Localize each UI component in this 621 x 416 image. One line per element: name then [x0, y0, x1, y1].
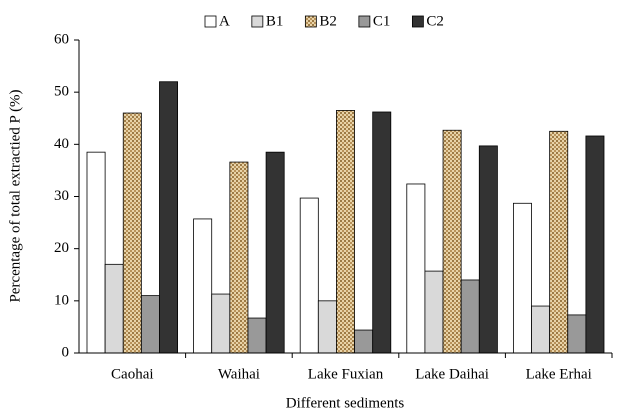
y-tick-label: 0: [62, 344, 70, 360]
bar: [336, 110, 355, 354]
bar: [247, 317, 267, 354]
legend-swatch: [358, 15, 371, 28]
bar: [372, 111, 392, 354]
y-tick-label: 20: [54, 240, 69, 256]
legend-swatch: [204, 15, 217, 28]
legend-label: C1: [373, 13, 391, 29]
legend-label: C2: [426, 13, 444, 29]
bar: [140, 295, 160, 354]
legend-label: A: [219, 13, 230, 29]
y-axis-title: Percentage of total extractied P (%): [7, 89, 23, 302]
bar: [585, 135, 605, 354]
bar: [512, 202, 532, 354]
bar: [122, 112, 142, 354]
x-tick-label: Lake Fuxian: [308, 366, 384, 382]
y-tick-label: 50: [54, 84, 69, 100]
bar: [567, 314, 587, 354]
bar: [265, 151, 285, 354]
legend-label: B1: [266, 13, 284, 29]
bar: [460, 279, 480, 354]
legend-swatch: [411, 15, 424, 28]
x-tick-label: Lake Erhai: [526, 366, 592, 382]
bar: [159, 81, 179, 354]
legend-label: B2: [319, 13, 337, 29]
bar: [406, 183, 426, 354]
bar: [317, 300, 337, 354]
bar: [354, 329, 374, 354]
bar: [299, 197, 319, 354]
x-tick-label: Waihai: [218, 366, 260, 382]
y-tick-label: 10: [54, 292, 69, 308]
x-tick-label: Caohai: [111, 366, 154, 382]
legend-swatch: [304, 15, 317, 28]
bar: [229, 161, 249, 354]
bar: [424, 270, 444, 354]
x-tick-label: Lake Daihai: [415, 366, 489, 382]
x-axis-title: Different sediments: [286, 395, 405, 411]
bar: [86, 151, 106, 354]
legend-swatch: [251, 15, 264, 28]
bar: [193, 218, 213, 354]
bar: [478, 145, 498, 354]
bar: [531, 305, 551, 354]
bar: [549, 130, 569, 354]
bar: [211, 293, 231, 354]
bar: [442, 129, 462, 354]
bar: [104, 263, 124, 354]
y-tick-label: 60: [54, 31, 69, 47]
y-tick-label: 40: [54, 136, 69, 152]
y-tick-label: 30: [54, 188, 69, 204]
